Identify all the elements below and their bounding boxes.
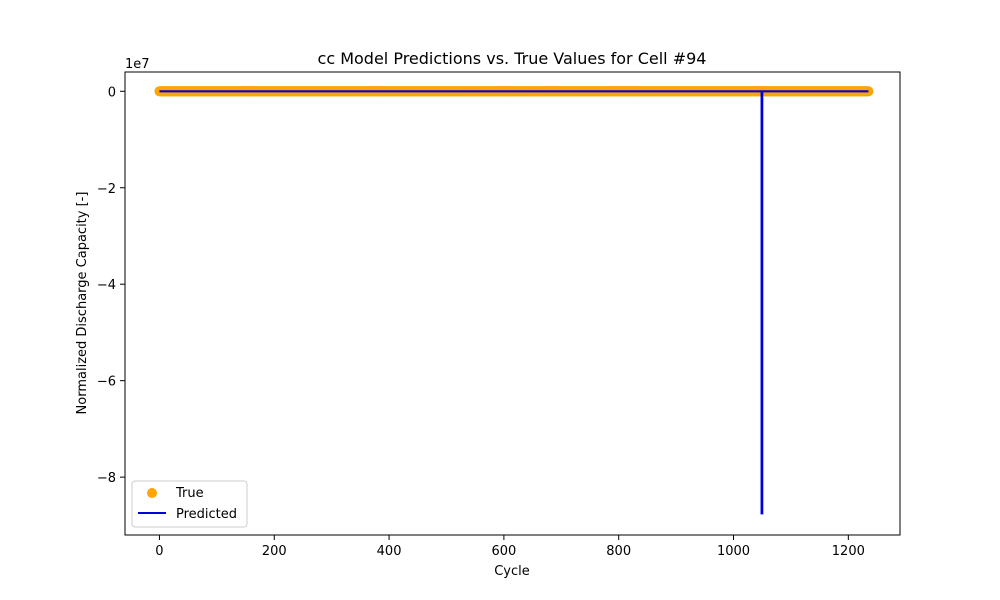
y-axis-label: Normalized Discharge Capacity [-]	[75, 192, 90, 415]
y-tick-label: −8	[97, 471, 116, 486]
y-tick-label: −6	[97, 375, 116, 390]
x-axis: 0 200 400 600 800 1000 1200	[155, 535, 865, 559]
legend: True Predicted	[131, 480, 248, 528]
x-tick-label: 400	[377, 544, 402, 559]
plot-frame	[124, 71, 901, 536]
y-tick-label: 0	[108, 85, 116, 100]
plot-content	[154, 86, 874, 515]
y-tick-label: −2	[97, 182, 116, 197]
x-tick-label: 0	[155, 544, 163, 559]
x-tick-label: 1000	[717, 544, 750, 559]
x-tick-label: 800	[606, 544, 631, 559]
x-axis-label: Cycle	[494, 564, 530, 579]
y-offset-text: 1e7	[125, 57, 150, 72]
legend-predicted-label: Predicted	[176, 507, 237, 522]
x-tick-label: 200	[262, 544, 287, 559]
y-axis: 0 −2 −4 −6 −8	[97, 85, 125, 486]
series-predicted-line	[159, 90, 869, 515]
legend-true-marker	[147, 488, 157, 498]
x-tick-label: 1200	[832, 544, 865, 559]
legend-true-label: True	[175, 486, 204, 501]
chart-title: cc Model Predictions vs. True Values for…	[318, 49, 707, 68]
x-tick-label: 600	[491, 544, 516, 559]
y-tick-label: −4	[97, 278, 116, 293]
legend-box	[131, 480, 248, 528]
